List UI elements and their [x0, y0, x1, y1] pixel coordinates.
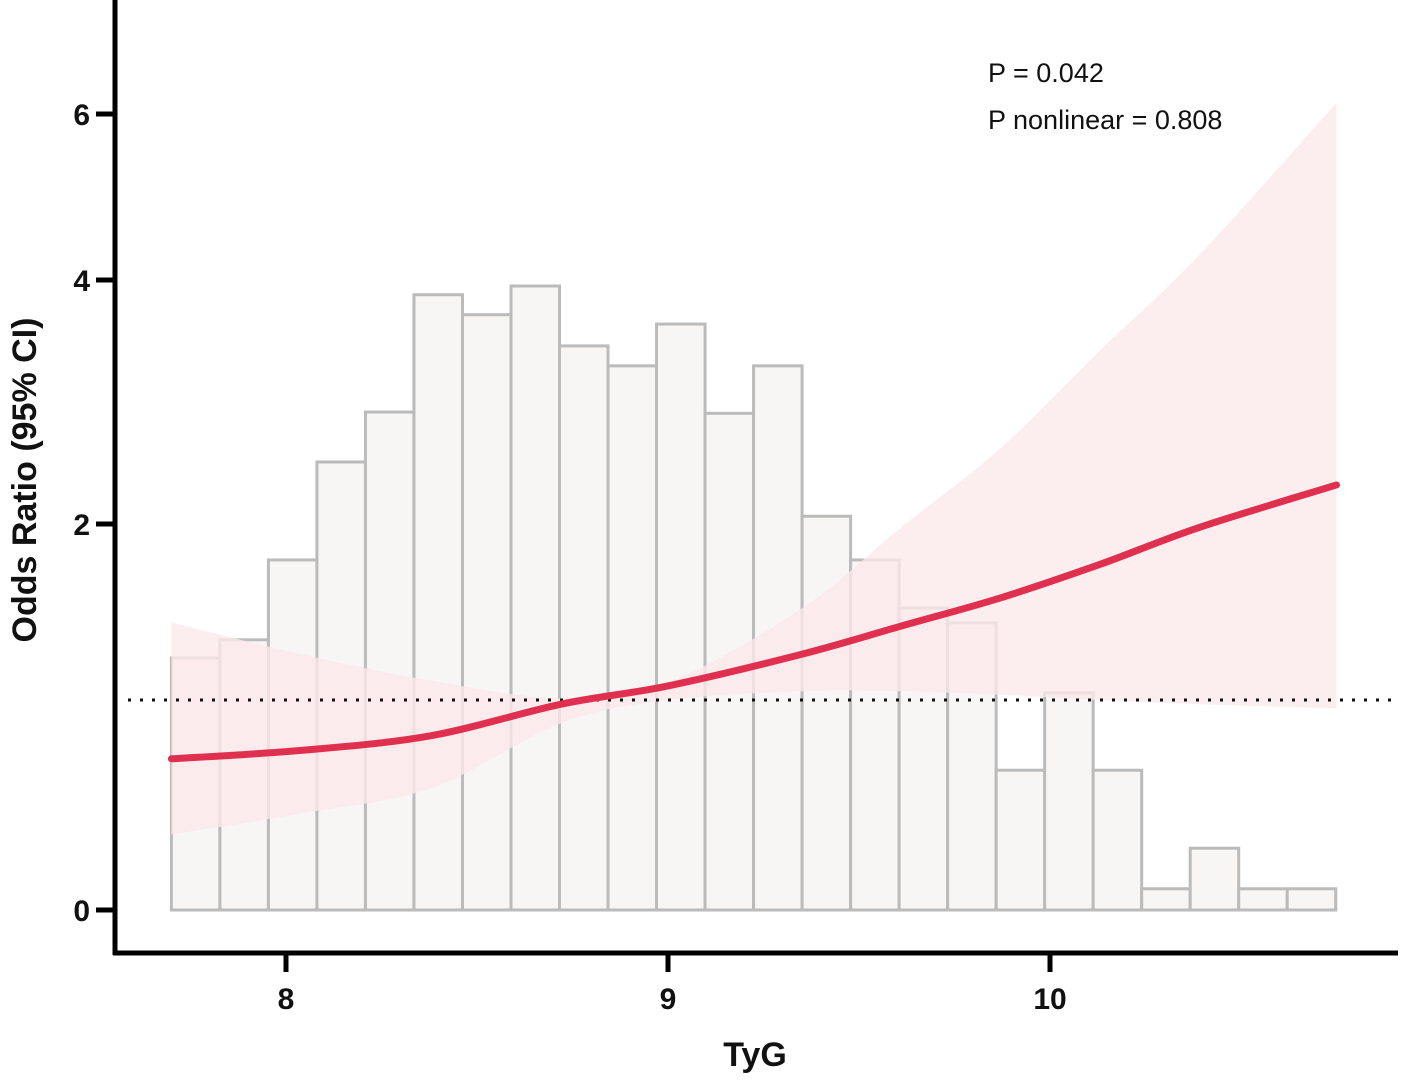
- histogram-bar: [460, 313, 513, 912]
- histogram-bar: [509, 284, 562, 912]
- x-tick-label: 10: [1033, 983, 1066, 1016]
- y-tick-label: 0: [73, 895, 90, 928]
- histogram-bar: [606, 364, 659, 912]
- histogram-bar: [800, 514, 853, 912]
- histogram-bar: [363, 410, 416, 912]
- y-tick-label: 4: [73, 265, 90, 298]
- y-tick-label: 2: [73, 509, 90, 542]
- histogram-bar: [994, 768, 1047, 912]
- confidence-interval-band: [171, 102, 1337, 835]
- p-value-annotation: P = 0.042: [988, 58, 1104, 88]
- histogram-bar: [1285, 887, 1338, 912]
- histogram-bar: [1188, 846, 1241, 912]
- p-nonlinear-annotation: P nonlinear = 0.808: [988, 105, 1222, 135]
- histogram-bar: [558, 344, 610, 912]
- x-axis-title: TyG: [723, 1036, 787, 1074]
- y-axis: 0 2 4 6: [73, 0, 118, 955]
- x-tick-label: 9: [660, 983, 677, 1016]
- y-axis-title: Odds Ratio (95% CI): [6, 318, 44, 643]
- histogram-bar: [412, 293, 464, 912]
- odds-ratio-curve: [167, 481, 1340, 763]
- y-tick-label: 6: [73, 99, 90, 132]
- histogram-bar: [1043, 691, 1095, 912]
- histogram-bar: [655, 322, 707, 912]
- histogram-bar: [1091, 768, 1144, 912]
- histogram-bar: [1140, 887, 1192, 912]
- x-axis: 8 9 10: [113, 950, 1398, 1016]
- histogram-bar: [1237, 887, 1289, 912]
- x-tick-label: 8: [278, 983, 295, 1016]
